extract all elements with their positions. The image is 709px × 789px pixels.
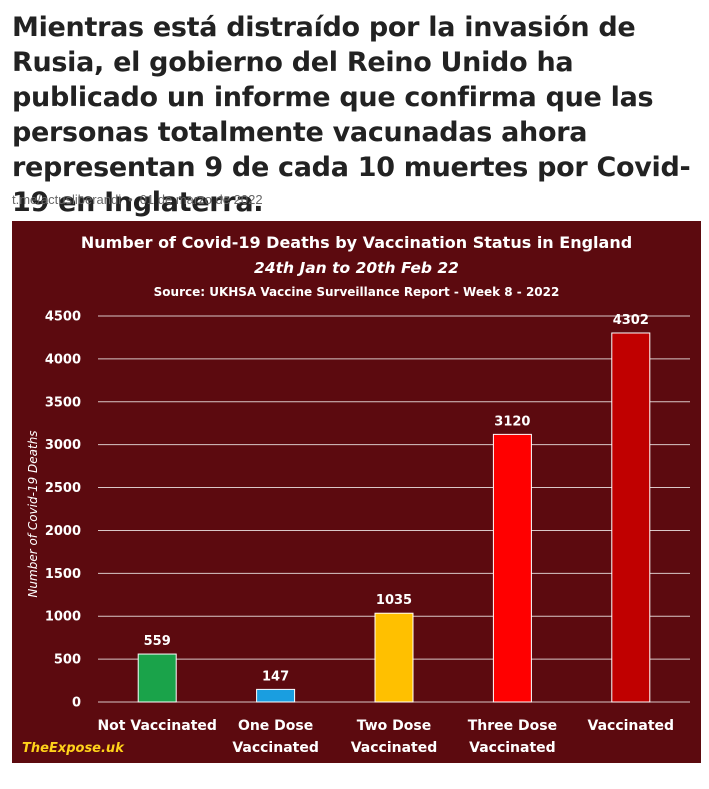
y-tick-label: 4500 (45, 310, 81, 325)
bar (256, 688, 296, 703)
x-tick-label: Vaccinated (469, 740, 556, 756)
bar (374, 612, 414, 703)
bar-value-label: 4302 (613, 313, 649, 328)
x-tick-label: Vaccinated (351, 740, 438, 756)
chart-image: Number of Covid-19 Deaths by Vaccination… (12, 221, 701, 763)
post-date: 01 de marzo de 2022 (139, 192, 263, 207)
y-tick-label: 0 (72, 696, 81, 711)
bar-value-label: 147 (262, 669, 289, 684)
y-tick-label: 3000 (45, 438, 81, 453)
source-link[interactable]: t.me/actusliberandi (12, 192, 122, 207)
bar-value-label: 559 (144, 634, 171, 649)
y-tick-label: 3500 (45, 395, 81, 410)
separator-dot: • (128, 192, 133, 207)
x-tick-label: One Dose (238, 718, 313, 734)
y-tick-label: 1000 (45, 610, 81, 625)
post-meta: t.me/actusliberandi • 01 de marzo de 2022 (12, 192, 263, 207)
y-tick-label: 500 (54, 653, 81, 668)
y-tick-label: 2000 (45, 524, 81, 539)
bar (137, 653, 177, 703)
x-tick-label: Not Vaccinated (97, 718, 216, 734)
y-axis-label: Number of Covid-19 Deaths (26, 430, 40, 597)
bar-value-label: 3120 (494, 414, 530, 429)
watermark: TheExpose.uk (22, 741, 125, 756)
x-tick-label: Two Dose (357, 718, 432, 734)
y-tick-label: 1500 (45, 567, 81, 582)
headline: Mientras está distraído por la invasión … (12, 12, 691, 218)
bar (611, 332, 651, 703)
chart-subtitle: 24th Jan to 20th Feb 22 (254, 259, 459, 277)
bar-chart: Number of Covid-19 Deaths by Vaccination… (22, 233, 690, 756)
chart-title: Number of Covid-19 Deaths by Vaccination… (81, 233, 632, 252)
x-tick-label: Vaccinated (232, 740, 319, 756)
chart-source-line: Source: UKHSA Vaccine Surveillance Repor… (154, 285, 560, 299)
x-tick-label: Three Dose (468, 718, 557, 734)
y-tick-label: 4000 (45, 352, 81, 367)
gridlines: 0 500 1000 1500 2000 2500 3000 3500 4000 4500 (45, 310, 690, 711)
bar (492, 433, 532, 703)
bars: 559 Not Vaccinated 147 One Dose Vaccinated 10… (97, 313, 674, 756)
y-tick-label: 2500 (45, 481, 81, 496)
x-tick-label: Vaccinated (588, 718, 675, 734)
bar-value-label: 1035 (376, 593, 412, 608)
